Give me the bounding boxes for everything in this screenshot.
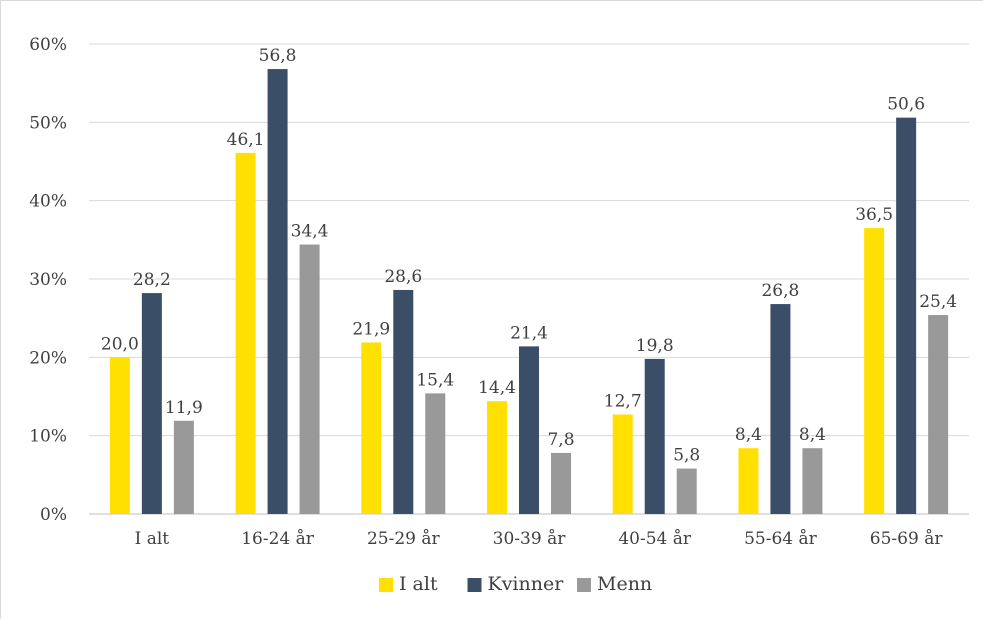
x-tick-label: I alt	[135, 529, 170, 549]
data-label: 28,2	[133, 270, 171, 290]
bar	[612, 414, 633, 514]
bar	[299, 244, 320, 515]
data-label: 28,6	[384, 267, 422, 287]
bar	[235, 152, 256, 514]
data-label: 56,8	[259, 46, 297, 66]
data-label: 11,9	[165, 398, 203, 418]
y-tick-label: 10%	[29, 427, 67, 447]
bar	[864, 228, 885, 515]
legend-swatch	[467, 578, 482, 592]
data-label: 21,9	[352, 319, 390, 339]
data-label: 19,8	[636, 336, 674, 356]
data-labels: 20,0 28,2 11,9 46,1 56,8 34,4 21,9 28,6 15,4 14,4…	[101, 46, 957, 466]
bar	[802, 448, 823, 514]
data-label: 36,5	[855, 205, 893, 225]
y-tick-label: 60%	[29, 35, 67, 55]
data-label: 14,4	[478, 378, 516, 398]
legend-label: Kvinner	[488, 573, 565, 595]
data-label: 15,4	[416, 370, 454, 390]
legend-label: Menn	[597, 573, 652, 595]
bar	[676, 468, 697, 514]
x-tick-label: 25-29 år	[367, 529, 441, 549]
data-label: 26,8	[761, 281, 799, 301]
data-label: 7,8	[547, 430, 574, 450]
bar	[267, 69, 288, 515]
data-label: 34,4	[291, 222, 329, 242]
y-tick-label: 30%	[29, 270, 67, 290]
bar	[896, 117, 917, 514]
y-axis-ticks: 0% 10% 20% 30% 40% 50% 60%	[29, 35, 67, 525]
x-tick-label: 30-39 år	[493, 529, 567, 549]
bar	[393, 289, 414, 514]
bar	[519, 346, 539, 514]
data-label: 12,7	[604, 392, 642, 412]
bar	[487, 401, 507, 514]
data-label: 8,4	[799, 425, 826, 445]
y-tick-label: 50%	[29, 113, 67, 133]
x-tick-label: 40-54 år	[618, 529, 692, 549]
data-label: 20,0	[101, 334, 139, 354]
y-tick-label: 40%	[29, 192, 67, 212]
data-label: 25,4	[919, 292, 957, 312]
bar	[551, 452, 571, 514]
legend-label: I alt	[399, 573, 438, 595]
bar	[644, 358, 665, 514]
bar	[425, 393, 446, 514]
legend: I alt Kvinner Menn	[379, 573, 652, 595]
y-tick-label: 0%	[40, 505, 67, 525]
data-label: 5,8	[673, 446, 700, 466]
data-label: 8,4	[735, 425, 762, 445]
bar	[738, 448, 759, 514]
x-axis-ticks: I alt 16-24 år 25-29 år 30-39 år 40-54 år 55-…	[135, 529, 944, 549]
legend-swatch	[577, 578, 591, 592]
bar	[141, 293, 162, 514]
data-label: 21,4	[510, 323, 548, 343]
bar	[770, 304, 791, 514]
x-tick-label: 65-69 år	[870, 529, 944, 549]
data-label: 46,1	[227, 130, 265, 150]
data-label: 50,6	[887, 95, 925, 115]
bars	[109, 69, 949, 515]
bar	[361, 342, 382, 514]
x-tick-label: 16-24 år	[241, 529, 315, 549]
bar	[928, 315, 949, 514]
legend-swatch	[379, 578, 393, 592]
x-tick-label: 55-64 år	[744, 529, 818, 549]
y-tick-label: 20%	[29, 348, 67, 368]
bar	[109, 357, 130, 514]
bar	[173, 420, 194, 514]
